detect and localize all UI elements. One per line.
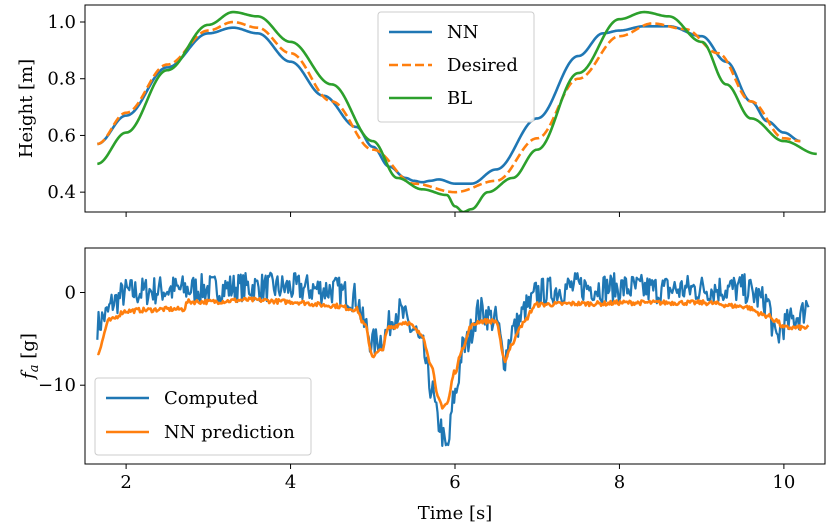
height-plot-panel: 0.4 0.6 0.8 1.0 Height [m] NN Desired BL [16, 4, 826, 217]
force-x-tick-label: 8 [614, 472, 625, 493]
force-series-nn-prediction [97, 296, 810, 410]
legend-nn-label: NN [447, 22, 479, 43]
force-legend: Computed NN prediction [94, 377, 312, 456]
height-series-bl [97, 10, 817, 212]
height-y-tick-label: 1.0 [47, 12, 76, 33]
height-series-group [97, 10, 817, 212]
force-x-tick-label: 2 [120, 472, 131, 493]
height-x-ticks [125, 212, 785, 217]
force-series-group [96, 271, 810, 447]
force-y-tick-label: 0 [65, 282, 76, 303]
height-y-tick-label: 0.8 [47, 69, 76, 90]
height-y-axis-label: Height [m] [16, 59, 37, 158]
force-x-ticks: 2 4 6 8 10 [120, 464, 795, 493]
time-x-axis-label: Time [s] [418, 503, 493, 524]
force-y-tick-label: −10 [38, 375, 76, 396]
legend-nn-prediction-label: NN prediction [164, 422, 295, 443]
force-x-tick-label: 10 [772, 472, 795, 493]
height-y-tick-label: 0.6 [47, 125, 76, 146]
force-y-axis-label: fa [g] [18, 333, 42, 381]
force-x-tick-label: 4 [285, 472, 296, 493]
legend-bl-label: BL [447, 88, 472, 109]
height-y-tick-label: 0.4 [47, 182, 76, 203]
force-plot-panel: −10 0 2 4 6 8 10 fa [g] Time [s] Computed NN … [18, 247, 826, 524]
height-legend: NN Desired BL [377, 11, 535, 123]
force-series-computed [96, 271, 810, 447]
legend-computed-label: Computed [164, 388, 258, 409]
height-series-desired [97, 20, 801, 194]
height-y-ticks: 0.4 0.6 0.8 1.0 [47, 12, 85, 203]
legend-desired-label: Desired [447, 55, 518, 76]
force-x-tick-label: 6 [449, 472, 460, 493]
force-y-ticks: −10 0 [38, 282, 85, 396]
height-legend-box [377, 11, 535, 123]
